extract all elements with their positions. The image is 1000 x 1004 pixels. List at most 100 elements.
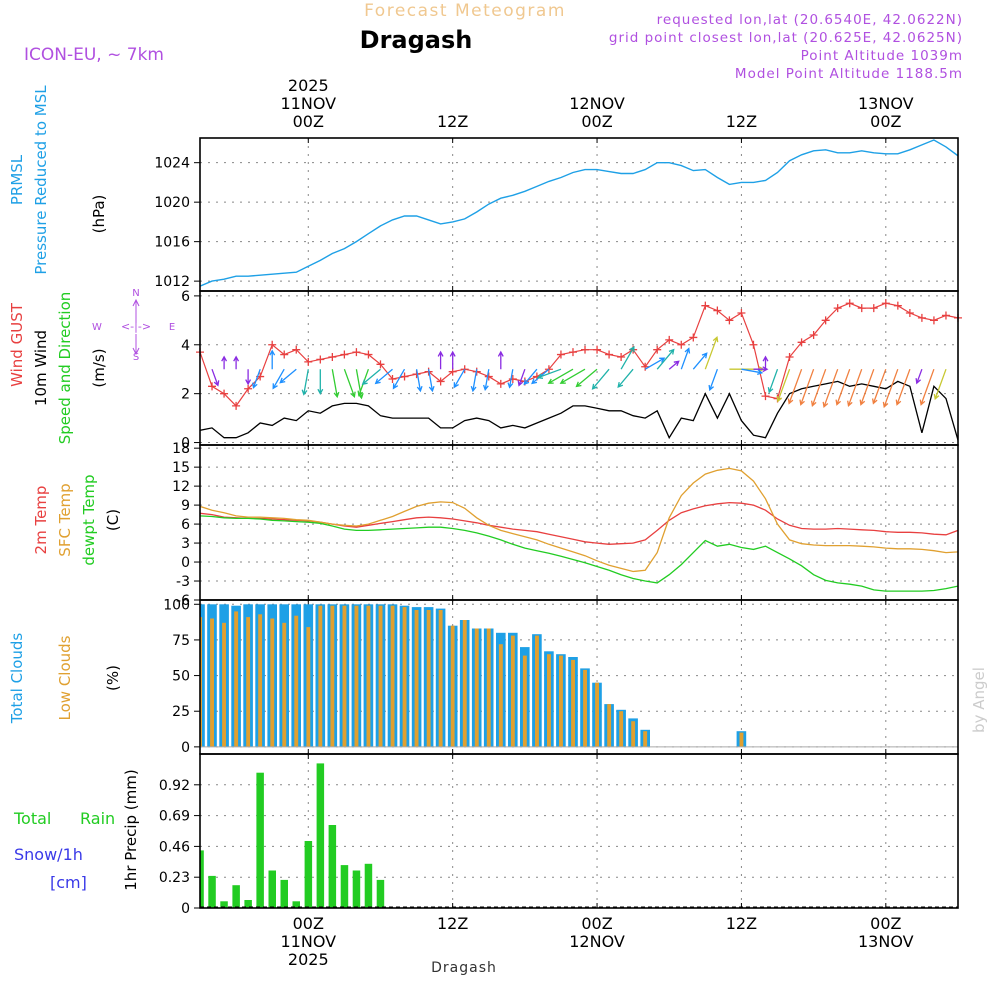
- y-tick-label: -3: [176, 574, 190, 590]
- wind-gust-marker: [689, 333, 698, 342]
- low-cloud-bar: [246, 617, 251, 747]
- wind-direction-arrow: [361, 368, 381, 385]
- y-tick-label: 6: [181, 517, 190, 533]
- low-cloud-bar: [330, 605, 335, 747]
- rain-bar: [184, 822, 192, 908]
- wind-direction-arrow: [343, 368, 356, 398]
- y-tick-label: 1024: [154, 156, 190, 172]
- wind-gust-marker: [316, 355, 325, 364]
- panel-precip: 0 0.23 0.46 0.69 0.92: [159, 754, 958, 917]
- y-tick-label: 0: [181, 555, 190, 571]
- y-tick-label: 18: [172, 441, 190, 457]
- wind-direction-arrow: [301, 369, 309, 396]
- bottom-time-label: 13NOV: [858, 932, 914, 951]
- wind-gust-marker: [605, 350, 614, 359]
- location-title: Dragash: [360, 26, 473, 54]
- y-tick-label: 25: [172, 704, 190, 720]
- wind-gust-marker: [581, 345, 590, 354]
- wind-direction-arrow: [822, 368, 839, 409]
- y-tick-label: 0: [181, 436, 190, 452]
- panel-pressure: 1012 1016 1020 1024: [154, 138, 958, 291]
- wind-gust-marker: [845, 299, 854, 308]
- wind-gust-marker: [268, 340, 277, 349]
- total-clouds-label: Total Clouds: [8, 633, 26, 725]
- precip-unit-label: 1hr Precip (mm): [122, 769, 140, 890]
- wind-direction-arrow: [392, 368, 406, 390]
- low-cloud-bar: [498, 644, 503, 747]
- wind-direction-arrow: [269, 349, 276, 370]
- y-tick-label: 0.23: [159, 870, 190, 886]
- wind-direction-arrow: [871, 368, 887, 405]
- wind-direction-arrow: [708, 368, 719, 392]
- compass-arrow: <-|->: [121, 320, 151, 333]
- wind-gust-marker: [941, 311, 950, 320]
- wind-direction-arrow: [644, 357, 666, 370]
- footer-location: Dragash: [431, 960, 497, 976]
- wind-gust-marker: [797, 338, 806, 347]
- rain-bar: [280, 879, 288, 908]
- bottom-time-label: 00Z: [581, 914, 612, 933]
- compass-vertical: [132, 298, 140, 356]
- wind-direction-arrow: [279, 368, 297, 384]
- wind-direction-arrow: [437, 350, 444, 370]
- y-tick-label: 1020: [154, 195, 190, 211]
- bottom-time-label: 12NOV: [569, 932, 625, 951]
- wind-gust-marker: [244, 384, 253, 393]
- wind-gust-marker: [304, 357, 313, 366]
- wind-direction-arrow: [704, 336, 719, 370]
- top-time-label: 00Z: [870, 112, 901, 131]
- low-cloud-bar: [631, 721, 636, 747]
- bottom-time-label: 12Z: [726, 914, 757, 933]
- wind-direction-arrow: [221, 355, 228, 370]
- wind-direction-arrow: [482, 369, 490, 392]
- wind-gust-marker: [568, 348, 577, 357]
- y-tick-label: 1016: [154, 235, 190, 251]
- wind-direction-arrow: [233, 355, 240, 370]
- y-tick-label: 4: [181, 338, 190, 354]
- credit: by Angel: [970, 667, 988, 733]
- wind-direction-arrow: [895, 368, 911, 406]
- top-time-label: 00Z: [581, 112, 612, 131]
- wind-gust-marker: [508, 375, 517, 383]
- wind-direction-arrow: [591, 368, 610, 390]
- snow-label: Snow/1h: [14, 845, 83, 864]
- panel-frame: [199, 290, 959, 446]
- y-tick-label: 1012: [154, 274, 190, 290]
- low-clouds-label: Low Clouds: [56, 635, 74, 720]
- low-cloud-bar: [222, 622, 226, 747]
- panel-temperature: -6 -3 0 3 6 9 12 15 18: [172, 441, 958, 609]
- low-cloud-bar: [318, 605, 323, 747]
- wind-gust-marker: [496, 379, 505, 388]
- low-cloud-bar: [306, 627, 311, 747]
- wind-speed-line: [200, 380, 958, 442]
- wind-gust-marker: [593, 345, 602, 354]
- low-cloud-bar: [438, 610, 443, 747]
- low-cloud-bar: [739, 732, 744, 747]
- wind-gust-marker: [208, 382, 217, 391]
- low-cloud-bar: [559, 655, 563, 747]
- wind-direction-arrow: [272, 368, 285, 390]
- wind-gust-marker: [893, 301, 902, 310]
- rain-bar: [304, 841, 313, 908]
- low-cloud-bar: [342, 605, 347, 747]
- snow-unit-label: [cm]: [50, 873, 87, 892]
- bottom-time-label: 11NOV: [280, 932, 336, 951]
- top-time-label: 12Z: [437, 112, 468, 131]
- wind-direction-arrow: [523, 368, 538, 386]
- wind-gust-marker: [737, 309, 746, 317]
- model-altitude: Model Point Altitude 1188.5m: [735, 66, 963, 82]
- low-cloud-bar: [426, 610, 431, 747]
- pressure-line: [200, 139, 958, 287]
- low-cloud-bar: [378, 605, 383, 747]
- low-cloud-bar: [294, 615, 299, 747]
- low-cloud-bar: [414, 610, 419, 747]
- chart-subtitle: Forecast Meteogram: [364, 1, 566, 21]
- wind-gust-marker: [881, 299, 890, 308]
- compass-n: N: [132, 288, 139, 299]
- wind-direction-arrow: [470, 369, 478, 393]
- top-time-label: 13NOV: [858, 94, 914, 113]
- low-cloud-bar: [270, 618, 275, 747]
- wind-direction-arrow: [449, 350, 456, 370]
- wind-unit-label: (m/s): [90, 348, 108, 387]
- panel-frame: [199, 753, 959, 909]
